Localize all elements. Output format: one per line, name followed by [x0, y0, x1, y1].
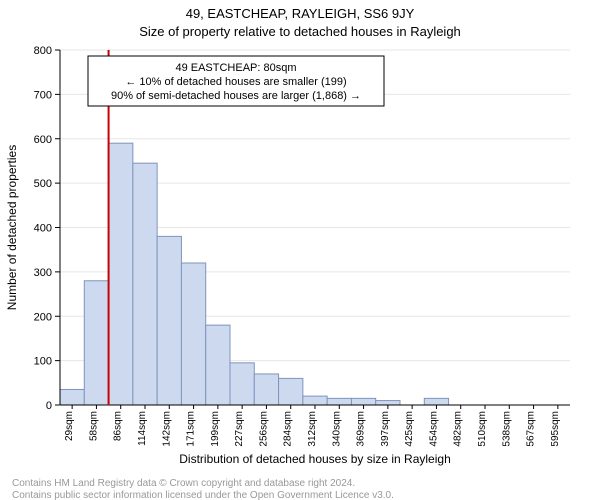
xtick-label: 538sqm — [501, 411, 512, 447]
xtick-label: 595sqm — [550, 411, 561, 447]
histogram-bar — [254, 374, 278, 405]
xtick-label: 256sqm — [258, 411, 269, 447]
ytick-label: 700 — [34, 89, 52, 101]
x-axis-label: Distribution of detached houses by size … — [179, 452, 451, 466]
xtick-label: 369sqm — [356, 411, 367, 447]
histogram-bar — [206, 325, 230, 405]
histogram-bar — [84, 281, 108, 405]
histogram-bar — [376, 401, 400, 405]
histogram-bar — [279, 378, 303, 405]
xtick-label: 340sqm — [331, 411, 342, 447]
ytick-label: 300 — [34, 267, 52, 279]
histogram-bar — [133, 163, 157, 405]
xtick-label: 142sqm — [161, 411, 172, 447]
xtick-label: 425sqm — [404, 411, 415, 447]
histogram-bar — [109, 143, 133, 405]
xtick-label: 482sqm — [453, 411, 464, 447]
histogram-bar — [327, 398, 351, 405]
ytick-label: 400 — [34, 223, 52, 235]
chart-title-line1: 49, EASTCHEAP, RAYLEIGH, SS6 9JY — [186, 6, 415, 21]
histogram-bar — [351, 398, 375, 405]
xtick-label: 397sqm — [380, 411, 391, 447]
annotation-line: 90% of semi-detached houses are larger (… — [111, 90, 361, 102]
annotation-line: ← 10% of detached houses are smaller (19… — [125, 76, 346, 88]
xtick-label: 58sqm — [88, 411, 99, 441]
xtick-label: 312sqm — [307, 411, 318, 447]
ytick-label: 800 — [34, 45, 52, 57]
footer-line1: Contains HM Land Registry data © Crown c… — [12, 478, 355, 489]
xtick-label: 199sqm — [210, 411, 221, 447]
histogram-bar — [230, 363, 254, 405]
histogram-bar — [60, 389, 84, 405]
ytick-label: 100 — [34, 356, 52, 368]
histogram-bar — [181, 263, 205, 405]
xtick-label: 567sqm — [526, 411, 537, 447]
xtick-label: 227sqm — [234, 411, 245, 447]
xtick-label: 454sqm — [428, 411, 439, 447]
ytick-label: 0 — [46, 400, 52, 412]
histogram-bar — [157, 236, 181, 405]
xtick-label: 284sqm — [283, 411, 294, 447]
histogram-bar — [303, 396, 327, 405]
chart-container: 49, EASTCHEAP, RAYLEIGH, SS6 9JY Size of … — [0, 0, 600, 500]
ytick-label: 500 — [34, 178, 52, 190]
histogram-bar — [424, 398, 448, 405]
ytick-label: 200 — [34, 311, 52, 323]
chart-title-line2: Size of property relative to detached ho… — [139, 24, 461, 39]
xtick-label: 29sqm — [64, 411, 75, 441]
ytick-label: 600 — [34, 134, 52, 146]
histogram-svg: 49, EASTCHEAP, RAYLEIGH, SS6 9JY Size of … — [0, 0, 600, 500]
xtick-label: 86sqm — [113, 411, 124, 441]
xtick-label: 171sqm — [186, 411, 197, 447]
y-axis-label: Number of detached properties — [5, 145, 19, 310]
xtick-label: 114sqm — [137, 411, 148, 446]
annotation-line: 49 EASTCHEAP: 80sqm — [175, 62, 296, 74]
footer-line2: Contains public sector information licen… — [12, 490, 394, 500]
xtick-label: 510sqm — [477, 411, 488, 447]
